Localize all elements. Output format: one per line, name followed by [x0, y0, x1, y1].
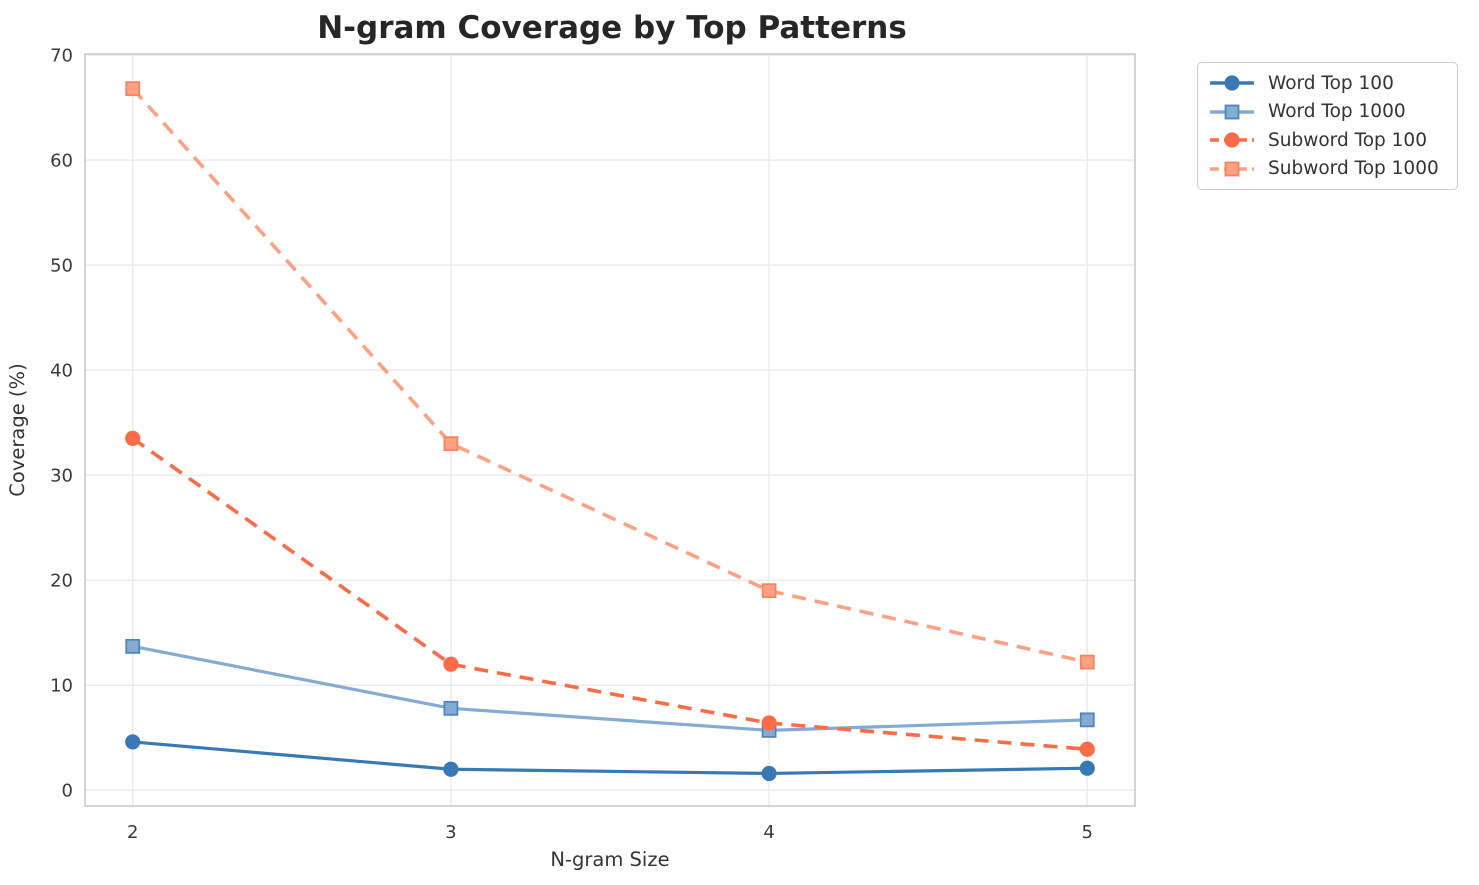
y-tick-label: 70	[50, 46, 73, 67]
y-tick-label: 30	[50, 466, 73, 487]
grid-layer	[85, 54, 1135, 806]
marker-word-top-100	[1079, 760, 1095, 776]
legend: Word Top 100 Word Top 1000 Subword Top 100…	[1197, 62, 1458, 190]
marker-word-top-1000	[443, 700, 459, 716]
legend-sample-word-top-1000	[1210, 104, 1254, 120]
series-line-word-top-100	[132, 740, 1088, 776]
y-tick-label: 20	[50, 571, 73, 592]
legend-sample-marker	[1224, 104, 1240, 120]
axes-spines	[84, 53, 1136, 807]
marker-subword-top-1000	[1079, 654, 1095, 670]
x-tick-label: 5	[1082, 822, 1093, 843]
legend-sample-marker	[1224, 161, 1240, 177]
x-tick-label: 2	[127, 822, 138, 843]
legend-sample-word-top-100	[1210, 75, 1254, 91]
y-tick-label: 0	[62, 781, 73, 802]
y-tick-label: 60	[50, 151, 73, 172]
legend-label-word-top-100: Word Top 100	[1268, 72, 1394, 94]
x-axis-label: N-gram Size	[550, 848, 669, 871]
marker-word-top-100	[761, 765, 777, 782]
marker-subword-top-100	[443, 656, 459, 672]
legend-label-subword-top-1000: Subword Top 1000	[1268, 158, 1439, 180]
y-tick-label: 50	[50, 256, 73, 277]
x-tick-label: 3	[445, 822, 456, 843]
tick-layer: 0 10 20 30 40 50 60 70 2 3 4 5	[50, 46, 1093, 843]
marker-word-top-100	[125, 734, 141, 750]
marker-subword-top-1000	[125, 81, 141, 97]
series-line-subword-top-1000	[131, 87, 1088, 664]
legend-sample-marker	[1224, 75, 1240, 91]
legend-item-subword-top-1000: Subword Top 1000	[1208, 155, 1447, 183]
x-tick-label: 4	[763, 822, 774, 843]
legend-label-word-top-1000: Word Top 1000	[1268, 101, 1406, 123]
marker-subword-top-1000	[761, 583, 777, 599]
marker-subword-top-100	[1079, 741, 1095, 757]
marker-word-top-1000	[1079, 712, 1095, 728]
y-tick-label: 40	[50, 361, 73, 382]
y-tick-label: 10	[50, 676, 73, 697]
marker-subword-top-1000	[443, 436, 459, 452]
marker-subword-top-100	[125, 430, 141, 447]
y-axis-label: Coverage (%)	[6, 363, 29, 496]
legend-sample-subword-top-1000	[1210, 161, 1254, 177]
legend-item-word-top-100: Word Top 100	[1208, 69, 1447, 97]
legend-sample-marker	[1224, 132, 1240, 148]
legend-item-subword-top-100: Subword Top 100	[1208, 126, 1447, 154]
legend-item-word-top-1000: Word Top 1000	[1208, 98, 1447, 126]
marker-word-top-1000	[125, 638, 141, 654]
series-line-subword-top-100	[131, 436, 1088, 752]
legend-sample-subword-top-100	[1210, 132, 1254, 148]
spine-layer	[84, 53, 1136, 807]
legend-label-subword-top-100: Subword Top 100	[1268, 129, 1427, 151]
marker-subword-top-100	[761, 715, 777, 731]
marker-word-top-100	[443, 761, 459, 777]
series-layer	[125, 81, 1095, 782]
chart-title: N-gram Coverage by Top Patterns	[317, 10, 907, 46]
series-line-word-top-1000	[132, 644, 1088, 732]
